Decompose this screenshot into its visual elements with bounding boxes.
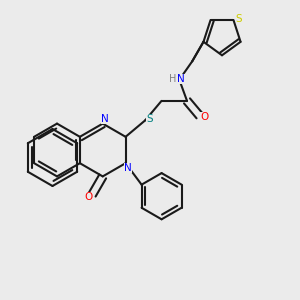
Text: N: N	[177, 74, 185, 84]
Text: O: O	[84, 192, 92, 202]
Text: N: N	[124, 163, 132, 173]
Text: N: N	[101, 114, 108, 124]
Text: S: S	[236, 14, 242, 23]
Text: H: H	[169, 74, 176, 84]
Text: O: O	[200, 112, 208, 122]
Text: S: S	[146, 114, 153, 124]
